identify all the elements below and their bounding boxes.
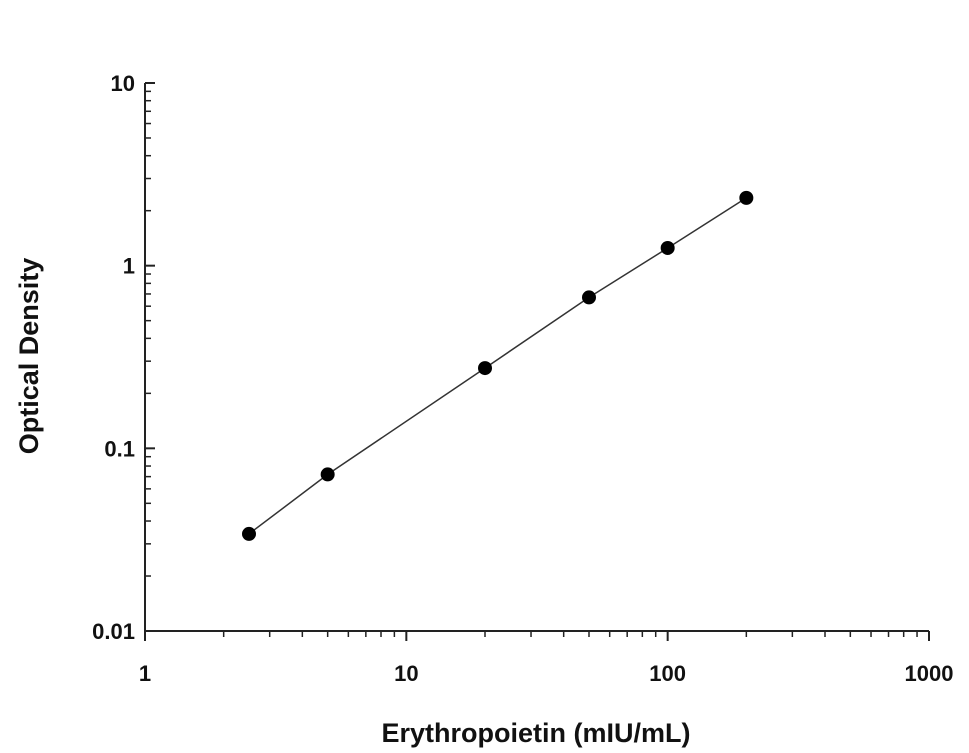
x-axis-title: Erythropoietin (mIU/mL) bbox=[382, 718, 691, 748]
fit-line-layer bbox=[248, 197, 747, 535]
axis-ticks bbox=[144, 82, 930, 641]
fit-line bbox=[248, 197, 747, 535]
data-point bbox=[241, 526, 256, 541]
data-point bbox=[320, 467, 335, 482]
data-points bbox=[241, 190, 754, 541]
x-tick-label: 10 bbox=[394, 661, 418, 686]
y-tick-label: 1 bbox=[123, 254, 135, 279]
x-tick-label: 100 bbox=[649, 661, 686, 686]
y-tick-label: 0.1 bbox=[104, 436, 135, 461]
data-point bbox=[660, 240, 675, 255]
axes bbox=[144, 83, 929, 632]
data-point bbox=[478, 361, 493, 376]
x-tick-label: 1000 bbox=[905, 661, 954, 686]
y-tick-label: 0.01 bbox=[92, 619, 135, 644]
data-point bbox=[739, 190, 754, 205]
y-tick-label: 10 bbox=[111, 71, 135, 96]
tick-labels: 1 10 100 1000 0.01 0.1 1 10 bbox=[92, 71, 953, 686]
y-axis-title: Optical Density bbox=[14, 258, 44, 455]
data-point bbox=[581, 290, 596, 305]
x-tick-label: 1 bbox=[139, 661, 151, 686]
